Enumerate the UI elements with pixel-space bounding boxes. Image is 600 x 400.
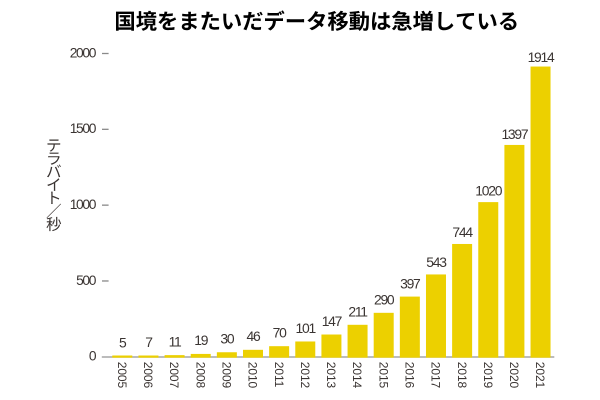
svg-text:2015: 2015 [376,362,390,389]
svg-text:1500: 1500 [70,121,97,136]
svg-text:1914: 1914 [528,49,555,65]
svg-text:744: 744 [452,224,473,240]
svg-text:0: 0 [89,349,97,364]
svg-text:2014: 2014 [350,362,364,389]
svg-text:2009: 2009 [220,362,234,389]
svg-text:2019: 2019 [481,362,495,389]
svg-text:2000: 2000 [70,45,97,60]
svg-text:2021: 2021 [533,362,547,389]
svg-text:101: 101 [296,320,317,336]
svg-text:2016: 2016 [402,362,416,389]
svg-text:2005: 2005 [115,362,129,389]
svg-text:2007: 2007 [167,362,181,389]
svg-text:19: 19 [194,332,208,348]
svg-text:70: 70 [273,325,287,341]
svg-text:397: 397 [400,276,421,292]
svg-text:2010: 2010 [246,362,260,389]
svg-text:2018: 2018 [455,362,469,389]
svg-text:2012: 2012 [298,362,312,389]
svg-text:211: 211 [348,303,368,319]
svg-text:290: 290 [374,292,395,308]
svg-text:2006: 2006 [141,362,155,389]
svg-text:2011: 2011 [272,362,286,388]
svg-text:2020: 2020 [507,362,521,389]
svg-text:1000: 1000 [70,197,97,212]
svg-text:2008: 2008 [193,362,207,389]
svg-text:543: 543 [426,254,447,270]
svg-text:11: 11 [169,333,182,349]
svg-text:7: 7 [145,334,153,350]
svg-text:500: 500 [76,273,97,288]
svg-text:46: 46 [247,328,261,344]
svg-text:5: 5 [119,334,127,350]
svg-text:2013: 2013 [324,362,338,389]
svg-text:1397: 1397 [501,126,528,142]
svg-text:1020: 1020 [475,183,502,199]
svg-text:2017: 2017 [429,362,443,389]
svg-text:147: 147 [322,313,343,329]
svg-text:30: 30 [220,331,234,347]
